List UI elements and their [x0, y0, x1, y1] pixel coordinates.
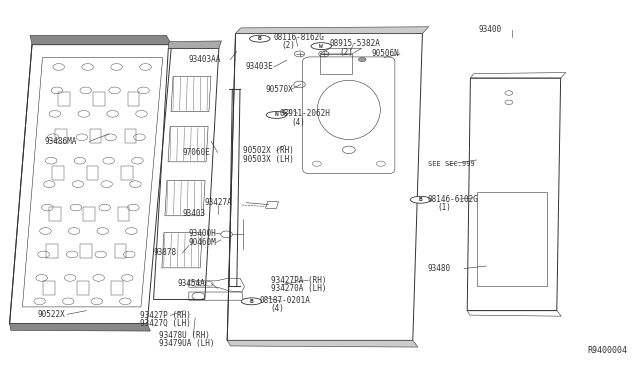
- Polygon shape: [168, 41, 221, 48]
- Text: SEE SEC.999: SEE SEC.999: [428, 161, 474, 167]
- Text: 08146-6102G: 08146-6102G: [428, 195, 478, 203]
- Text: 93427PA (RH): 93427PA (RH): [271, 276, 327, 285]
- Ellipse shape: [266, 112, 287, 118]
- Bar: [122, 166, 133, 180]
- Text: 93454A: 93454A: [178, 279, 205, 288]
- Text: 93479UA (LH): 93479UA (LH): [159, 339, 214, 348]
- Text: B: B: [250, 299, 253, 304]
- Ellipse shape: [250, 35, 270, 42]
- Polygon shape: [227, 340, 418, 347]
- Text: 934270A (LH): 934270A (LH): [271, 284, 327, 293]
- Text: N: N: [275, 112, 278, 118]
- Bar: [128, 92, 140, 106]
- Text: 93400H: 93400H: [188, 229, 216, 238]
- Text: (2): (2): [282, 41, 296, 50]
- Text: (2): (2): [339, 48, 353, 57]
- Text: 08915-5382A: 08915-5382A: [330, 39, 380, 48]
- Text: (4): (4): [270, 304, 284, 313]
- Bar: [83, 207, 95, 221]
- Ellipse shape: [241, 298, 262, 305]
- Text: 90570X: 90570X: [266, 85, 293, 94]
- Text: 93403AA: 93403AA: [189, 55, 221, 64]
- Bar: [115, 244, 126, 258]
- Polygon shape: [10, 324, 150, 331]
- Text: 93427P (RH): 93427P (RH): [140, 311, 190, 320]
- Text: W: W: [319, 44, 323, 49]
- Circle shape: [358, 57, 366, 62]
- Polygon shape: [30, 35, 172, 45]
- Bar: [93, 92, 104, 106]
- Text: R9400004: R9400004: [588, 346, 627, 355]
- Text: B: B: [258, 36, 262, 41]
- Text: 90506N: 90506N: [371, 49, 399, 58]
- Bar: [52, 166, 64, 180]
- Text: 93878: 93878: [154, 248, 177, 257]
- Text: 93478U (RH): 93478U (RH): [159, 331, 209, 340]
- Text: 90503X (LH): 90503X (LH): [243, 155, 294, 164]
- Polygon shape: [236, 27, 429, 33]
- Text: 08116-8162G: 08116-8162G: [274, 33, 324, 42]
- Text: (1): (1): [438, 203, 452, 212]
- Text: 93480: 93480: [428, 264, 451, 273]
- Bar: [43, 281, 54, 295]
- Bar: [49, 207, 61, 221]
- Bar: [118, 207, 129, 221]
- Text: 93486MA: 93486MA: [45, 137, 77, 146]
- Text: 93403E: 93403E: [246, 62, 273, 71]
- Text: 93403: 93403: [182, 209, 205, 218]
- Text: 93427A: 93427A: [205, 198, 232, 207]
- Text: 93400: 93400: [479, 25, 502, 34]
- Text: B: B: [419, 197, 422, 202]
- Bar: [125, 129, 136, 143]
- Bar: [87, 166, 99, 180]
- Bar: [111, 281, 123, 295]
- Bar: [46, 244, 58, 258]
- Bar: [58, 92, 70, 106]
- Ellipse shape: [311, 43, 332, 49]
- Bar: [90, 129, 102, 143]
- Text: 08911-2062H: 08911-2062H: [280, 109, 330, 118]
- Text: 93427Q (LH): 93427Q (LH): [140, 319, 190, 328]
- Text: 90460M: 90460M: [188, 238, 216, 247]
- Bar: [56, 129, 67, 143]
- Text: 08187-0201A: 08187-0201A: [260, 296, 310, 305]
- Bar: [80, 244, 92, 258]
- Bar: [477, 192, 547, 286]
- Ellipse shape: [410, 196, 431, 203]
- Text: (4): (4): [291, 118, 305, 126]
- Bar: [77, 281, 89, 295]
- Text: 90502X (RH): 90502X (RH): [243, 146, 294, 155]
- Text: 90522X: 90522X: [37, 310, 65, 319]
- Text: 97060E: 97060E: [182, 148, 210, 157]
